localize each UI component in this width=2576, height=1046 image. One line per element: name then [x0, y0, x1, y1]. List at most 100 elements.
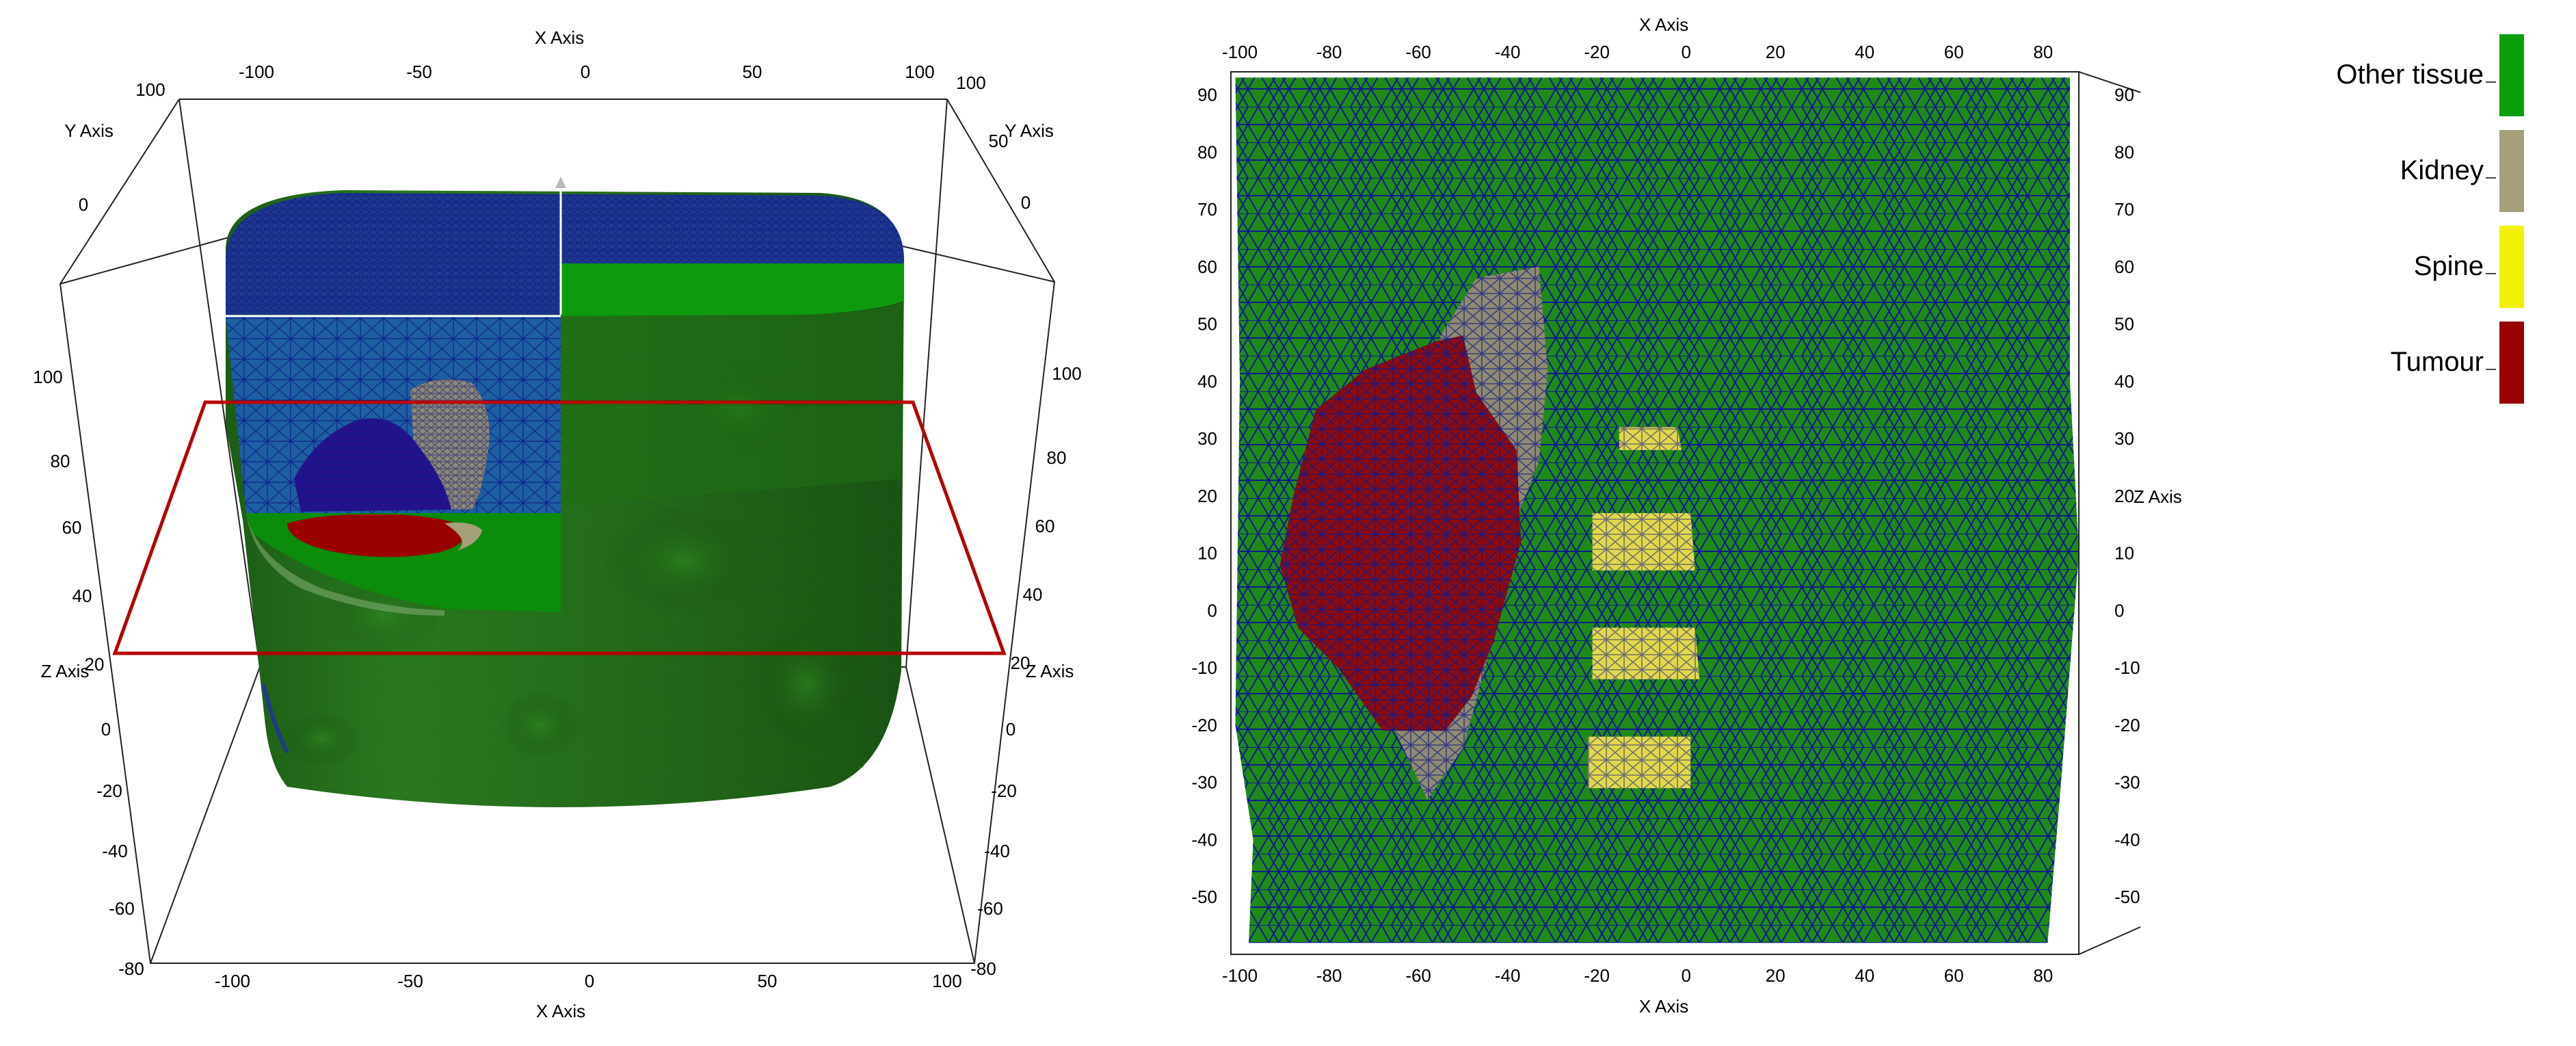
x-ticks-top: -100 -50 0 50 100: [239, 62, 935, 82]
svg-text:0: 0: [1021, 192, 1031, 213]
svg-text:-40: -40: [102, 841, 128, 861]
z-tick-left: 20: [1197, 486, 1217, 506]
2d-slice-view-panel[interactable]: -100-100-80-80-60-60-40-40-20-2000202040…: [1135, 0, 2558, 1046]
z-tick-right: 0: [2114, 600, 2124, 620]
x-tick-top: 60: [1944, 42, 1964, 62]
svg-text:-100: -100: [239, 62, 274, 82]
svg-text:60: 60: [62, 517, 82, 538]
svg-text:-60: -60: [977, 898, 1003, 919]
x-tick-top: 40: [1855, 42, 1874, 62]
svg-text:-100: -100: [215, 971, 250, 991]
x-axis-title-bottom: X Axis: [1639, 996, 1688, 1017]
z-tick-left: 60: [1197, 257, 1217, 277]
z-tick-left: 40: [1197, 371, 1217, 391]
z-tick-right: 80: [2114, 142, 2134, 162]
x-axis-title-top: X Axis: [1639, 14, 1688, 35]
x-ticks-bottom: -100 -50 0 50 100: [215, 971, 962, 991]
x-axis-title-bottom: X Axis: [536, 1001, 585, 1021]
slice-plane-outline: [112, 400, 1007, 655]
x-tick-bottom: -60: [1405, 965, 1431, 986]
x-tick-bottom: 80: [2033, 965, 2053, 986]
z-tick-left: -40: [1191, 829, 1217, 850]
z-axis-title-left: Z Axis: [41, 661, 90, 681]
svg-text:0: 0: [1006, 719, 1015, 740]
z-tick-right: -10: [2114, 657, 2140, 678]
x-tick-top: 80: [2033, 42, 2053, 62]
x-tick-bottom: -100: [1222, 965, 1258, 986]
x-tick-top: 0: [1681, 42, 1690, 62]
svg-text:-50: -50: [397, 971, 423, 991]
x-tick-top: 20: [1766, 42, 1785, 62]
svg-text:40: 40: [1023, 584, 1043, 605]
z-tick-left: 10: [1197, 543, 1217, 564]
svg-text:-50: -50: [406, 62, 432, 82]
svg-text:100: 100: [956, 73, 985, 93]
z-tick-right: 10: [2114, 543, 2134, 564]
z-tick-left: 50: [1197, 314, 1217, 335]
x-tick-bottom: -80: [1316, 965, 1342, 986]
tumour-slice-3d: [287, 514, 466, 558]
x-tick-top: -100: [1222, 42, 1258, 62]
legend-swatch: [2499, 226, 2524, 308]
y-ticks-right: 100 50 0: [956, 73, 1031, 213]
z-tick-left: -10: [1191, 657, 1217, 678]
svg-text:100: 100: [932, 971, 961, 991]
slice-plot[interactable]: -100-100-80-80-60-60-40-40-20-2000202040…: [1191, 14, 2181, 1017]
legend-swatch: [2499, 130, 2524, 212]
z-ticks-right: 100 80 60 40 20 0 -20 -40 -60 -80: [970, 363, 1081, 979]
svg-text:40: 40: [72, 586, 92, 606]
svg-text:20: 20: [1011, 653, 1031, 673]
z-tick-left: -30: [1191, 772, 1217, 793]
x-tick-bottom: -40: [1495, 965, 1521, 986]
z-tick-left: 90: [1197, 85, 1217, 105]
svg-text:100: 100: [33, 367, 62, 387]
x-tick-top: -60: [1405, 42, 1431, 62]
svg-text:0: 0: [101, 719, 111, 740]
svg-text:-60: -60: [109, 898, 135, 919]
legend-label: Spine: [2414, 251, 2484, 281]
svg-text:-80: -80: [970, 958, 996, 979]
z-axis-title-right: Z Axis: [2134, 486, 2182, 507]
svg-text:50: 50: [743, 62, 762, 82]
x-tick-bottom: 0: [1681, 965, 1690, 986]
x-tick-top: -80: [1316, 42, 1342, 62]
svg-text:80: 80: [51, 451, 70, 471]
svg-text:0: 0: [79, 194, 88, 215]
legend-label: Kidney: [2400, 155, 2484, 185]
y-axis-title-left: Y Axis: [64, 120, 114, 141]
clip-face-top: [561, 263, 904, 316]
z-tick-right: 30: [2114, 428, 2134, 449]
z-tick-right: 90: [2114, 85, 2134, 105]
svg-text:-20: -20: [96, 781, 122, 801]
z-tick-right: -20: [2114, 715, 2140, 735]
z-tick-right: 60: [2114, 257, 2134, 277]
svg-text:-80: -80: [118, 958, 144, 979]
z-tick-left: -50: [1191, 887, 1217, 907]
y-axis-title-right: Y Axis: [1005, 120, 1054, 141]
svg-text:60: 60: [1035, 516, 1055, 536]
y-ticks-left: 100 0: [79, 79, 165, 215]
z-tick-left: 0: [1208, 600, 1217, 620]
svg-text:80: 80: [1047, 447, 1067, 468]
z-tick-left: 70: [1197, 199, 1217, 220]
z-tick-right: 40: [2114, 371, 2134, 391]
svg-text:100: 100: [1052, 363, 1081, 384]
svg-text:0: 0: [585, 971, 594, 991]
legend-swatch: [2499, 322, 2524, 404]
x-tick-bottom: 60: [1944, 965, 1964, 986]
x-axis-title-top: X Axis: [535, 27, 584, 48]
x-tick-bottom: 20: [1766, 965, 1785, 986]
z-ticks-left: 100 80 60 40 20 0 -20 -40 -60 -80: [33, 367, 144, 979]
svg-text:-20: -20: [991, 781, 1017, 801]
svg-text:50: 50: [758, 971, 778, 991]
x-tick-top: -40: [1495, 42, 1521, 62]
z-tick-right: 20: [2114, 486, 2134, 506]
legend-label: Other tissue: [2336, 60, 2484, 90]
z-tick-right: -50: [2114, 887, 2140, 907]
legend-label: Tumour: [2391, 347, 2484, 377]
z-tick-right: -40: [2114, 829, 2140, 850]
3d-view-panel[interactable]: X Axis -100 -50 0 50 100 -100 -50 0 50 1…: [0, 0, 1108, 1046]
z-tick-right: -30: [2114, 772, 2140, 793]
z-tick-right: 50: [2114, 314, 2134, 335]
svg-text:0: 0: [581, 62, 590, 82]
